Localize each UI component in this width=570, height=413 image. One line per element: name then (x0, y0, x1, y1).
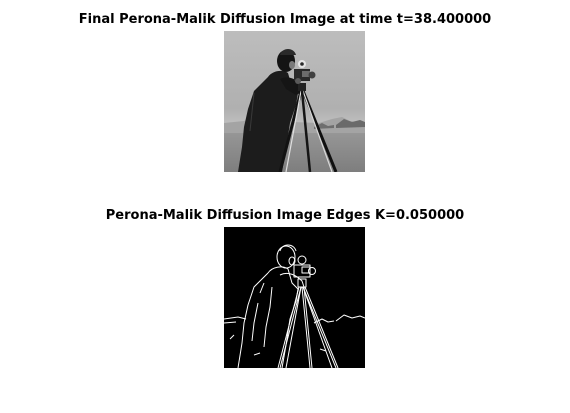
cameraman-edges-icon (224, 227, 365, 368)
cameraman-photo-icon (224, 31, 365, 172)
bottom-image-title: Perona-Malik Diffusion Image Edges K=0.0… (105, 208, 465, 223)
top-image-title: Final Perona-Malik Diffusion Image at ti… (78, 12, 492, 27)
diffusion-image (224, 31, 365, 172)
edge-image (224, 227, 365, 368)
